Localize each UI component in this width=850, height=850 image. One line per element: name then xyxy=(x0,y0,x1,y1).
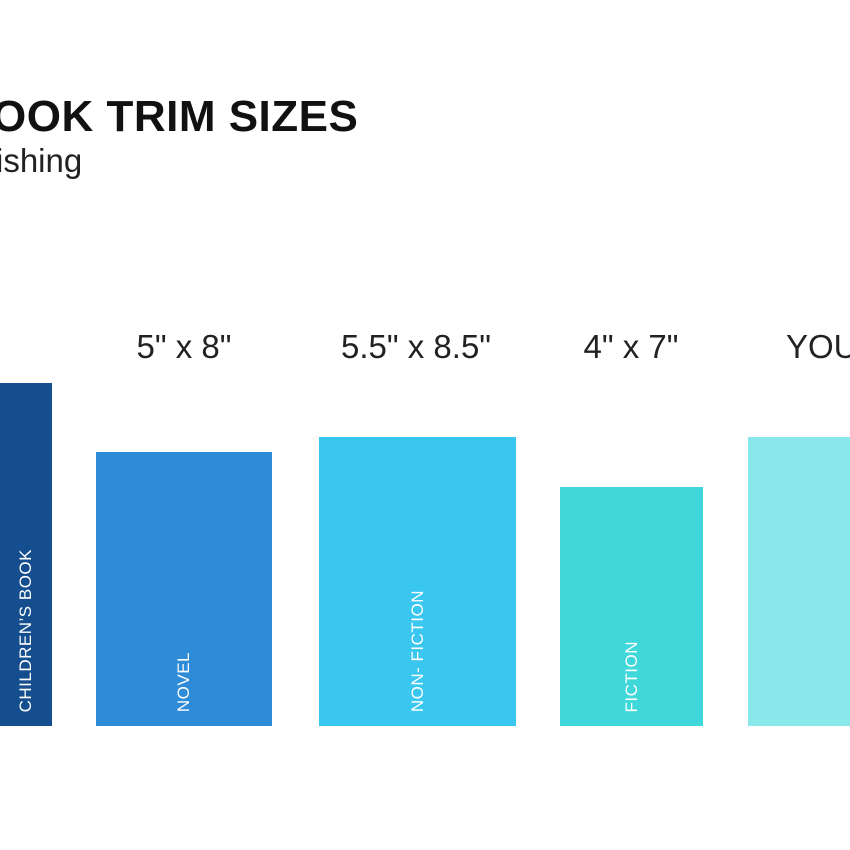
size-label-fiction: 4" x 7" xyxy=(583,328,679,365)
size-label-non-fiction: 5.5" x 8.5" xyxy=(340,328,492,365)
book-fiction: FICTION xyxy=(560,487,703,726)
size-label-novel: 5" x 8" xyxy=(136,328,232,365)
book-novel: NOVEL xyxy=(96,452,272,726)
page-subtitle: ishing xyxy=(0,142,83,179)
book-your-book xyxy=(748,437,850,726)
book-non-fiction: NON- FICTION xyxy=(319,437,516,726)
genre-label-fiction: FICTION xyxy=(621,640,641,713)
book-childrens: CHILDREN’S BOOK xyxy=(0,383,52,726)
page-title: OOK TRIM SIZES xyxy=(0,92,359,141)
genre-label-novel: NOVEL xyxy=(174,651,193,712)
genre-label-non-fiction: NON- FICTION xyxy=(407,589,427,712)
genre-label-childrens: CHILDREN’S BOOK xyxy=(16,548,35,712)
size-label-your-book: YOU xyxy=(786,328,850,365)
